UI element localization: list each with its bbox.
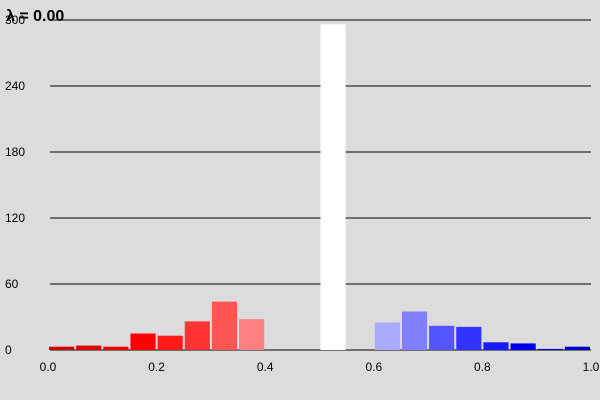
histogram-bar — [320, 24, 346, 351]
histogram-bar — [564, 346, 590, 350]
histogram-bar — [76, 345, 102, 350]
x-tick-label: 1.0 — [583, 360, 600, 374]
histogram-bar — [130, 333, 156, 350]
histogram-bar — [239, 319, 265, 350]
chart-title: λ = 0.00 — [6, 8, 64, 25]
histogram-bar — [483, 342, 509, 350]
x-axis-ticks: 0.0 0.2 0.4 0.6 0.8 1.0 — [40, 360, 600, 374]
y-tick-label: 120 — [5, 211, 25, 225]
histogram-bar — [374, 322, 400, 350]
histogram-bar — [103, 346, 129, 350]
y-tick-label: 180 — [5, 145, 25, 159]
y-tick-label: 0 — [5, 343, 12, 357]
bars — [49, 24, 590, 351]
histogram-bar — [184, 321, 210, 350]
histogram-bar — [49, 346, 75, 350]
histogram-bar — [456, 326, 482, 350]
x-tick-label: 0.0 — [40, 360, 57, 374]
histogram-bar — [537, 348, 563, 350]
x-tick-label: 0.8 — [474, 360, 491, 374]
histogram-bar — [157, 335, 183, 350]
y-tick-label: 60 — [5, 277, 19, 291]
histogram-bar — [510, 343, 536, 350]
x-tick-label: 0.6 — [365, 360, 382, 374]
x-tick-label: 0.2 — [148, 360, 165, 374]
histogram-bar — [429, 325, 455, 350]
histogram-bar — [401, 311, 428, 350]
y-tick-label: 300 — [5, 13, 25, 27]
x-tick-label: 0.4 — [257, 360, 274, 374]
y-tick-label: 240 — [5, 79, 25, 93]
y-axis-ticks: 0 60 120 180 240 300 — [5, 13, 25, 357]
histogram-bar — [211, 301, 238, 350]
